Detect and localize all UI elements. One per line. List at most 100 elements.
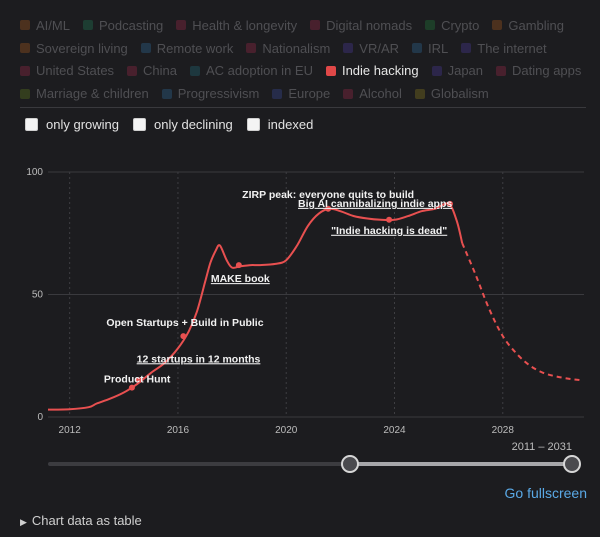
tag-swatch: [127, 65, 138, 76]
tag-swatch: [20, 88, 30, 99]
annotation-point: [386, 216, 393, 223]
tag-japan[interactable]: Japan: [431, 63, 483, 78]
tag-swatch: [343, 88, 354, 99]
annotation-label: ZIRP peak: everyone quits to build: [242, 189, 414, 201]
tag-podcasting[interactable]: Podcasting: [82, 17, 164, 33]
range-slider-start-handle[interactable]: [341, 455, 359, 473]
annotation-point: [135, 377, 142, 384]
tag-swatch: [272, 88, 283, 99]
indexed-label: indexed: [267, 117, 314, 132]
range-slider-track[interactable]: [48, 462, 572, 466]
tag-united-states[interactable]: United States: [20, 63, 114, 78]
series-forecast-line: [461, 242, 582, 382]
tag-label: Alcohol: [359, 86, 402, 102]
tag-swatch: [20, 43, 30, 54]
x-tick-label: 2024: [383, 425, 406, 436]
chart-data-table-toggle[interactable]: ▶ Chart data as table: [20, 513, 142, 528]
tag-remote-work[interactable]: Remote work: [140, 41, 233, 56]
annotation-point: [325, 205, 332, 212]
tag-sovereign-living[interactable]: Sovereign living: [20, 41, 128, 56]
tag-alcohol[interactable]: Alcohol: [343, 86, 402, 101]
tag-nationalism[interactable]: Nationalism: [246, 41, 330, 56]
go-fullscreen-link[interactable]: Go fullscreen: [504, 485, 587, 501]
tag-label: Indie hacking: [341, 63, 419, 79]
tag-swatch: [161, 88, 172, 99]
x-tick-label: 2016: [167, 425, 190, 436]
tag-health-longevity[interactable]: Health & longevity: [176, 18, 297, 33]
indexed-checkbox[interactable]: [246, 118, 260, 131]
tag-marriage-children[interactable]: Marriage & children: [20, 86, 149, 101]
tag-swatch: [414, 88, 425, 99]
only-growing-option[interactable]: only growing: [25, 117, 119, 132]
tag-ac-adoption-in-eu[interactable]: AC adoption in EU: [190, 63, 313, 78]
tag-china[interactable]: China: [127, 63, 177, 78]
tag-swatch: [492, 20, 503, 31]
tag-swatch: [412, 43, 423, 54]
only-declining-checkbox[interactable]: [133, 118, 146, 131]
tag-row: AI/ML Podcasting Health & longevity Digital…: [20, 14, 590, 37]
tag-gambling[interactable]: Gambling: [492, 18, 564, 33]
tag-indie-hacking[interactable]: Indie hacking: [325, 63, 419, 79]
tag-swatch: [431, 65, 442, 76]
only-declining-label: only declining: [154, 117, 233, 132]
annotation-label: Open Startups + Build in Public: [106, 317, 263, 329]
tag-swatch: [496, 65, 507, 76]
y-tick-label: 100: [26, 167, 43, 178]
annotation-label: Product Hunt: [104, 374, 171, 386]
tag-swatch: [461, 43, 472, 54]
only-declining-option[interactable]: only declining: [133, 117, 233, 132]
indexed-option[interactable]: indexed: [246, 117, 314, 132]
tag-label: AI/ML: [36, 17, 70, 33]
tag-label: Globalism: [430, 86, 489, 102]
tag-label: United States: [36, 63, 115, 79]
tag-label: Digital nomads: [326, 17, 413, 33]
tag-vr-ar[interactable]: VR/AR: [343, 41, 399, 56]
tag-dating-apps[interactable]: Dating apps: [496, 63, 581, 78]
tag-swatch: [325, 65, 336, 76]
annotation-label: "Indie hacking is dead": [331, 225, 447, 237]
range-slider-selection[interactable]: [349, 462, 571, 466]
disclosure-triangle-icon: ▶: [20, 517, 27, 527]
tag-label: Health & longevity: [192, 17, 298, 33]
topic-tags: AI/ML Podcasting Health & longevity Digital…: [20, 14, 590, 105]
tag-label: IRL: [428, 40, 449, 56]
tag-label: Nationalism: [262, 40, 331, 56]
tag-digital-nomads[interactable]: Digital nomads: [310, 18, 412, 33]
tag-row: United States China AC adoption in EU Indie…: [20, 60, 590, 83]
range-label: 2011 – 2031: [511, 441, 572, 453]
tag-row: Marriage & children Progressivism Europe Al…: [20, 82, 590, 105]
annotation-point: [447, 200, 453, 207]
tag-the-internet[interactable]: The internet: [461, 40, 547, 56]
annotation-label: 12 startups in 12 months: [137, 353, 261, 365]
x-tick-label: 2020: [275, 425, 298, 436]
tag-label: Podcasting: [98, 17, 164, 33]
range-slider-end-handle[interactable]: [563, 455, 581, 473]
tag-swatch: [140, 43, 151, 54]
tag-swatch: [310, 20, 321, 31]
tag-swatch: [425, 20, 436, 31]
y-tick-label: 0: [37, 412, 43, 423]
tag-label: Dating apps: [512, 63, 582, 79]
tag-swatch: [176, 20, 187, 31]
tag-swatch: [190, 65, 201, 76]
annotation-point: [180, 333, 187, 340]
tag-ai-ml[interactable]: AI/ML: [20, 18, 70, 33]
trend-chart: 0 50 100 2012 2016 2020 2024 2028 Product Hunt 12…: [26, 167, 584, 436]
x-tick-label: 2012: [59, 425, 82, 436]
tag-crypto[interactable]: Crypto: [425, 18, 479, 33]
tag-swatch: [82, 20, 93, 31]
tag-globalism[interactable]: Globalism: [414, 86, 489, 102]
tag-irl[interactable]: IRL: [412, 41, 448, 56]
tag-label: VR/AR: [359, 40, 400, 56]
tag-label: Europe: [288, 86, 331, 102]
tag-label: The internet: [477, 40, 547, 56]
only-growing-checkbox[interactable]: [25, 118, 38, 131]
annotation-point: [128, 384, 135, 391]
tag-swatch: [343, 43, 354, 54]
only-growing-label: only growing: [46, 117, 119, 132]
tag-swatch: [20, 65, 30, 76]
table-toggle-label: Chart data as table: [31, 513, 142, 528]
divider: [20, 107, 586, 108]
tag-europe[interactable]: Europe: [272, 86, 330, 101]
tag-progressivism[interactable]: Progressivism: [161, 86, 259, 101]
